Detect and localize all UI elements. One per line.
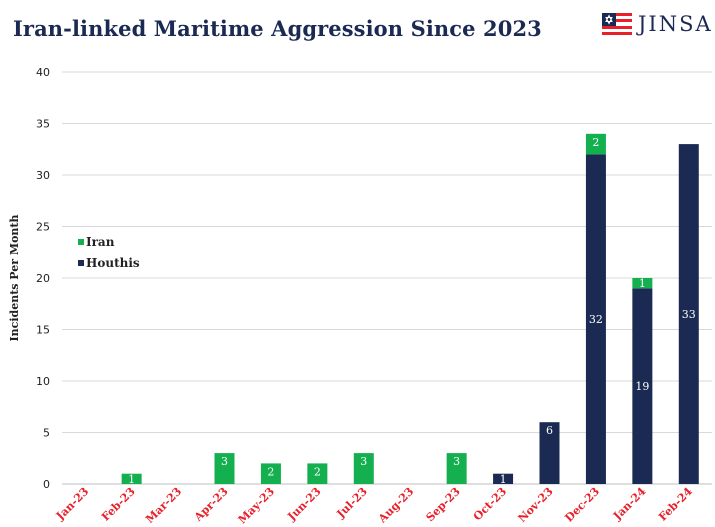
x-tick-label: Jan-23 <box>53 485 91 523</box>
y-tick-label: 15 <box>36 324 50 337</box>
legend-label-iran: Iran <box>86 235 115 249</box>
y-tick-label: 20 <box>36 272 50 285</box>
x-tick-label: Apr-23 <box>191 485 231 525</box>
bar-houthis <box>678 144 699 484</box>
x-tick-label: Feb-23 <box>99 485 138 524</box>
bar-houthis <box>493 473 514 484</box>
bar-iran <box>353 453 374 484</box>
data-label: 1 <box>639 277 646 290</box>
bar-houthis <box>539 422 560 484</box>
data-label: 3 <box>360 455 367 468</box>
x-tick-label: Mar-23 <box>143 485 184 526</box>
x-tick-label: Jan-24 <box>610 485 649 524</box>
x-tick-label: Aug-23 <box>375 485 416 526</box>
x-tick-label: Sep-23 <box>424 485 463 524</box>
legend-swatch-houthis <box>78 260 84 266</box>
data-label: 2 <box>592 136 599 149</box>
bar-iran <box>446 453 467 484</box>
data-label: 2 <box>267 465 274 478</box>
y-tick-label: 30 <box>36 169 50 182</box>
bar-houthis <box>585 154 606 484</box>
y-tick-label: 0 <box>43 478 50 491</box>
x-tick-label: Jun-23 <box>285 485 324 524</box>
x-tick-label: Nov-23 <box>516 485 556 525</box>
data-label: 6 <box>546 424 553 437</box>
jinsa-logo: JINSA <box>602 9 713 39</box>
data-label: 19 <box>635 380 649 393</box>
data-label: 33 <box>682 308 696 321</box>
x-tick-label: May-23 <box>236 485 277 526</box>
y-tick-label: 10 <box>36 375 50 388</box>
y-tick-label: 40 <box>36 66 50 79</box>
data-label: 3 <box>453 455 460 468</box>
legend-label-houthis: Houthis <box>86 256 140 270</box>
bar-iran <box>585 133 606 155</box>
bar-iran <box>632 278 653 289</box>
data-label: 1 <box>500 473 507 486</box>
y-tick-label: 5 <box>43 427 50 440</box>
x-tick-label: Oct-23 <box>471 485 509 523</box>
bar-iran <box>260 463 281 484</box>
chart-title: Iran-linked Maritime Aggression Since 20… <box>13 16 542 41</box>
y-axis-label: Incidents Per Month <box>8 214 21 341</box>
x-tick-label: Feb-24 <box>656 485 695 524</box>
x-tick-label: Jul-23 <box>334 485 370 521</box>
data-label: 32 <box>589 313 603 326</box>
y-tick-label: 25 <box>36 221 50 234</box>
flag-star-icon <box>602 13 632 35</box>
x-tick-label: Dec-23 <box>562 485 602 525</box>
y-tick-label: 35 <box>36 118 50 131</box>
bar-iran <box>121 473 142 484</box>
legend-swatch-iran <box>78 239 84 245</box>
logo-text: JINSA <box>638 12 713 36</box>
bar-iran <box>307 463 328 484</box>
data-label: 2 <box>314 465 321 478</box>
bar-iran <box>214 453 235 484</box>
bar-houthis <box>632 288 653 484</box>
data-label: 1 <box>128 473 135 486</box>
data-label: 3 <box>221 455 228 468</box>
